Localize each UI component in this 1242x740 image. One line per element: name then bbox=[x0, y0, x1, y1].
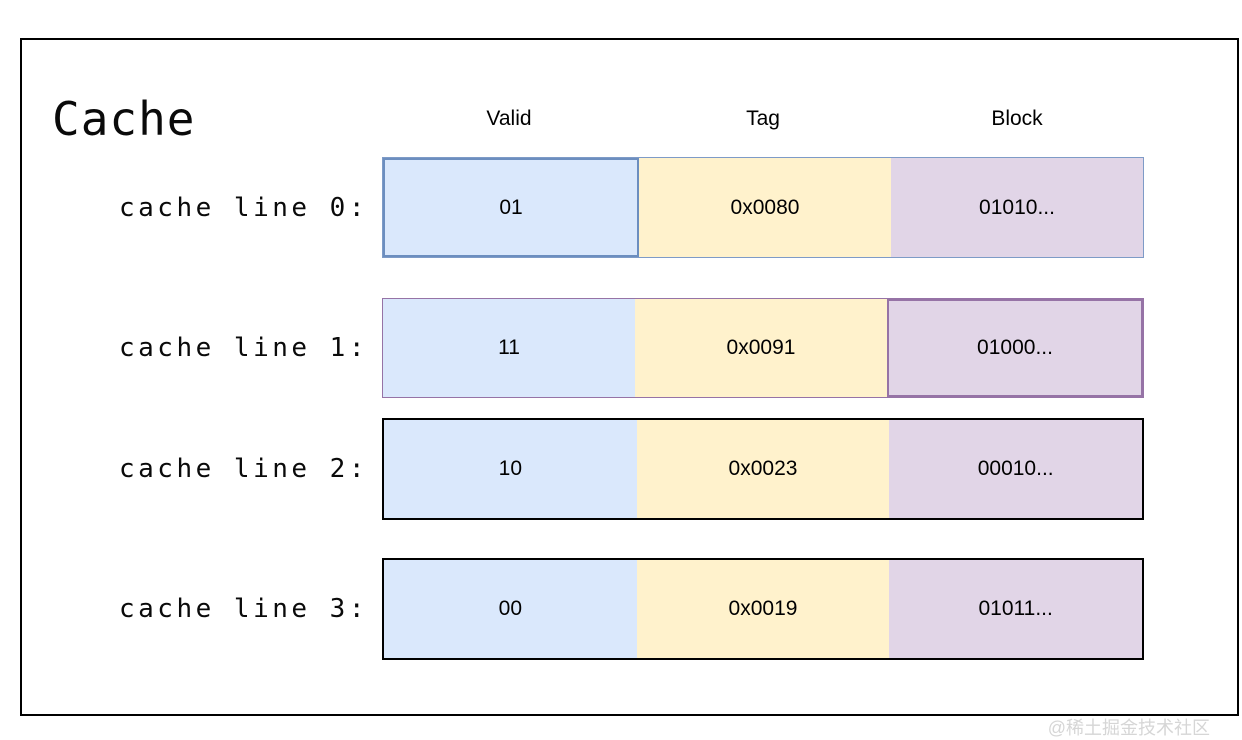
juejin-watermark: @稀土掘金技术社区 bbox=[1047, 718, 1210, 738]
cache-line-0-block-cell: 01010... bbox=[891, 158, 1143, 257]
cache-line-2-block-cell: 00010... bbox=[889, 420, 1143, 518]
cache-line-1-tag-cell: 0x0091 bbox=[635, 299, 887, 397]
cache-line-0-label: cache line 0: bbox=[119, 192, 368, 223]
cache-line-1-block-cell: 01000... bbox=[887, 299, 1143, 397]
column-headers: Valid Tag Block bbox=[382, 104, 1144, 134]
cache-line-3-row: 00 0x0019 01011... bbox=[382, 558, 1144, 660]
cache-line-0-tag-cell: 0x0080 bbox=[639, 158, 891, 257]
cache-line-2-label: cache line 2: bbox=[119, 454, 368, 484]
cache-line-2-valid-cell: 10 bbox=[384, 420, 637, 518]
cache-line-1-valid-cell: 11 bbox=[383, 299, 635, 397]
cache-line-2-row: 10 0x0023 00010... bbox=[382, 418, 1144, 520]
diagram-frame: Cache Valid Tag Block cache line 0: 01 0… bbox=[20, 38, 1239, 738]
cache-line-2-tag-cell: 0x0023 bbox=[636, 420, 890, 518]
column-header-block: Block bbox=[991, 107, 1043, 130]
cache-line-0-valid-cell: 01 bbox=[383, 158, 639, 257]
column-header-tag: Tag bbox=[746, 107, 780, 130]
cache-line-1-label: cache line 1: bbox=[119, 333, 368, 363]
cache-line-0-row: 01 0x0080 01010... bbox=[382, 157, 1144, 258]
cache-line-3-tag-cell: 0x0019 bbox=[636, 560, 890, 658]
cache-line-3-valid-cell: 00 bbox=[384, 560, 637, 658]
cache-line-1-row: 11 0x0091 01000... bbox=[382, 298, 1144, 398]
column-header-valid: Valid bbox=[486, 107, 532, 130]
diagram-title: Cache bbox=[52, 92, 196, 146]
cache-line-3-block-cell: 01011... bbox=[889, 560, 1143, 658]
cache-line-3-label: cache line 3: bbox=[119, 594, 368, 624]
